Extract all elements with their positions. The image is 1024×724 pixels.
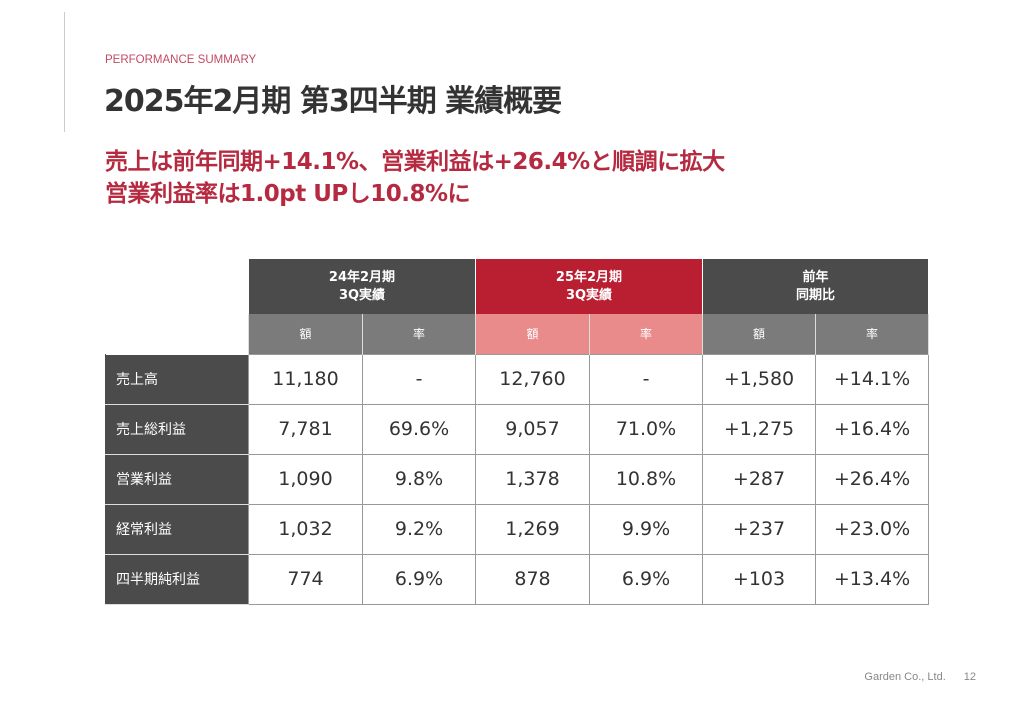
table-cell: 878 bbox=[475, 553, 590, 605]
table-cell: +237 bbox=[702, 503, 816, 555]
table-row: 四半期純利益 774 6.9% 878 6.9% +103 +13.4% bbox=[105, 553, 929, 605]
table-cell: 69.6% bbox=[362, 403, 476, 455]
table-cell: 1,269 bbox=[475, 503, 590, 555]
table-cell: - bbox=[362, 353, 476, 405]
table-cell: 9.2% bbox=[362, 503, 476, 555]
table-cell: 1,032 bbox=[248, 503, 363, 555]
section-label: PERFORMANCE SUMMARY bbox=[105, 54, 257, 66]
footer: Garden Co., Ltd. 12 bbox=[846, 671, 976, 683]
table-cell: 1,378 bbox=[475, 453, 590, 505]
divider bbox=[64, 12, 65, 132]
table-row: 売上総利益 7,781 69.6% 9,057 71.0% +1,275 +16.4% bbox=[105, 403, 929, 455]
table-cell: +1,275 bbox=[702, 403, 816, 455]
row-label: 四半期純利益 bbox=[105, 553, 249, 605]
subheader: 額 bbox=[475, 314, 590, 354]
table-cell: +16.4% bbox=[815, 403, 929, 455]
unit-label: 単位：百万円 bbox=[105, 314, 249, 354]
table-cell: 6.9% bbox=[362, 553, 476, 605]
page-title: 2025年2月期 第3四半期 業績概要 bbox=[104, 84, 562, 119]
table-cell: 6.9% bbox=[589, 553, 703, 605]
row-label: 売上総利益 bbox=[105, 403, 249, 455]
group-header-fy24: 24年2月期 3Q実績 bbox=[248, 259, 476, 314]
row-label: 売上高 bbox=[105, 353, 249, 405]
table-cell: +13.4% bbox=[815, 553, 929, 605]
table-cell: 774 bbox=[248, 553, 363, 605]
table-row: 売上高 11,180-12,760- +1,580 +14.1% bbox=[105, 353, 929, 405]
page-number: 12 bbox=[963, 671, 976, 683]
group-header-fy25: 25年2月期 3Q実績 bbox=[475, 259, 703, 314]
table-cell: +287 bbox=[702, 453, 816, 505]
table-cell: +1,580 bbox=[702, 353, 816, 405]
table-cell: 12,760 bbox=[475, 353, 590, 405]
row-label: 経常利益 bbox=[105, 503, 249, 555]
subheader: 率 bbox=[815, 314, 929, 354]
table-row: 営業利益 1,090 9.8% 1,378 10.8% +287 +26.4% bbox=[105, 453, 929, 505]
table-cell: +26.4% bbox=[815, 453, 929, 505]
subheader: 額 bbox=[248, 314, 363, 354]
headline-line: 営業利益率は1.0pt UPし10.8%に bbox=[105, 181, 471, 207]
subheader: 額 bbox=[702, 314, 816, 354]
table-cell: 7,781 bbox=[248, 403, 363, 455]
table-cell: +23.0% bbox=[815, 503, 929, 555]
row-label: 営業利益 bbox=[105, 453, 249, 505]
group-header-yoy: 前年 同期比 bbox=[702, 259, 929, 314]
table-cell: 9.8% bbox=[362, 453, 476, 505]
subheader: 率 bbox=[362, 314, 476, 354]
company-name: Garden Co., Ltd. bbox=[864, 671, 946, 683]
table-row: 経常利益 1,032 9.2% 1,269 9.9% +237 +23.0% bbox=[105, 503, 929, 555]
table-cell: 10.8% bbox=[589, 453, 703, 505]
table-cell: 9,057 bbox=[475, 403, 590, 455]
table-cell: - bbox=[589, 353, 703, 405]
results-table: 24年2月期 3Q実績 25年2月期 3Q実績 前年 同期比 単位：百万円 額 率 額… bbox=[105, 259, 929, 605]
table-cell: 71.0% bbox=[589, 403, 703, 455]
subheader: 率 bbox=[589, 314, 703, 354]
table-cell: +103 bbox=[702, 553, 816, 605]
table-cell: 9.9% bbox=[589, 503, 703, 555]
headline: 売上は前年同期+14.1%、営業利益は+26.4%と順調に拡大 営業利益率は1.… bbox=[105, 146, 725, 210]
table-cell: +14.1% bbox=[815, 353, 929, 405]
table-cell: 11,180 bbox=[248, 353, 363, 405]
headline-line: 売上は前年同期+14.1%、営業利益は+26.4%と順調に拡大 bbox=[105, 149, 725, 175]
table-cell: 1,090 bbox=[248, 453, 363, 505]
